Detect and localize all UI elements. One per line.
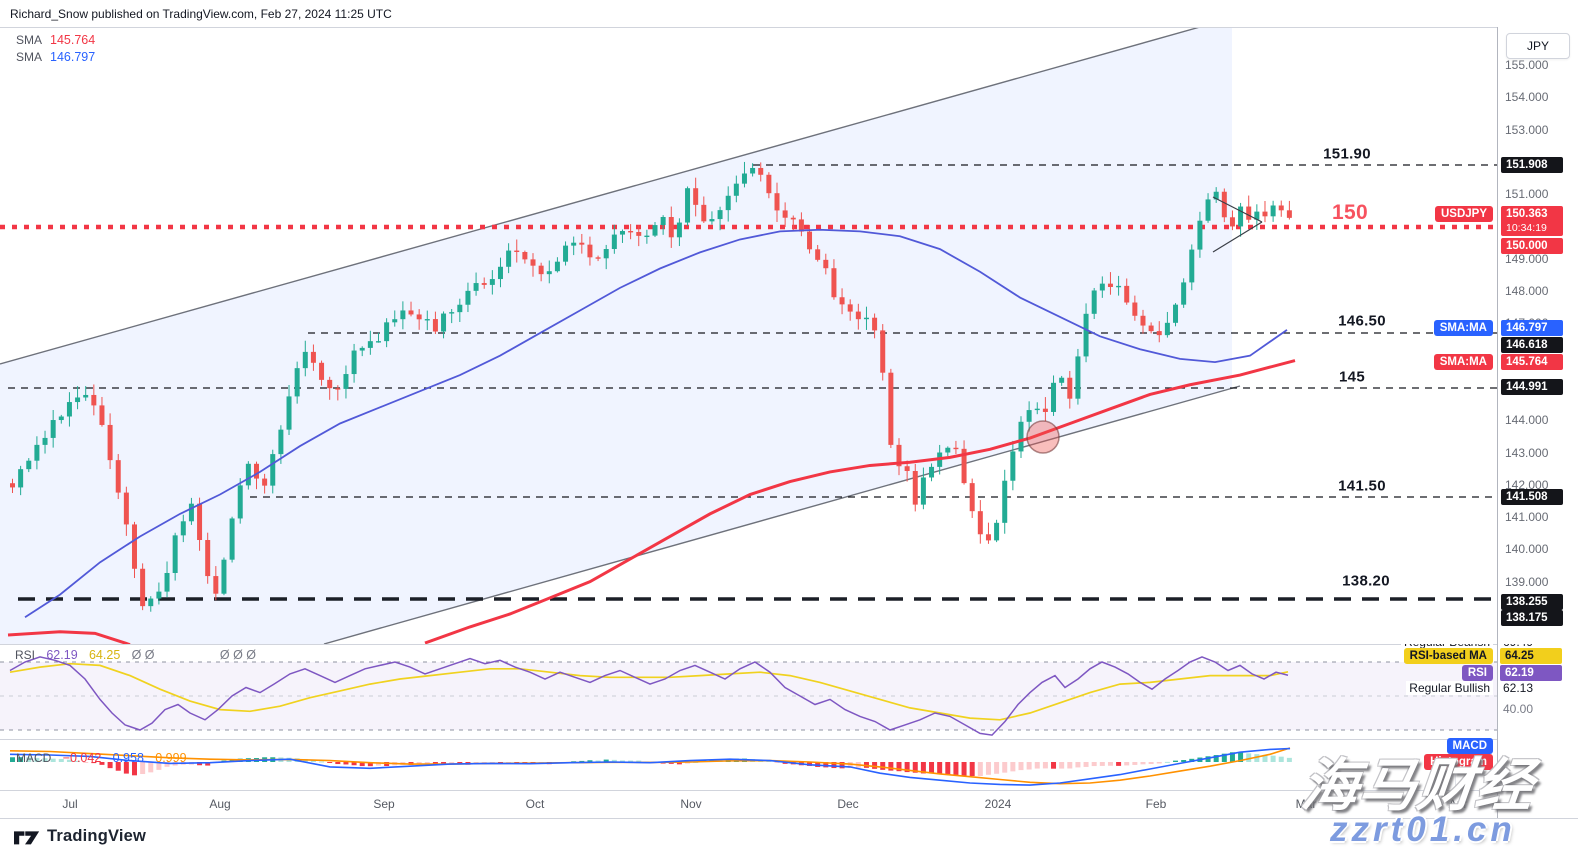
price-label-150.363: 150.363 10:34:19	[1501, 206, 1563, 236]
time-axis-label-Sep: Sep	[373, 797, 395, 811]
sma-slow-value: 146.797	[50, 50, 96, 64]
tradingview-logo-link[interactable]: TradingView	[14, 827, 146, 846]
rsi-line[interactable]	[9, 656, 1289, 736]
pennant-trendline-1[interactable]	[1212, 221, 1263, 253]
rsi-empty-values: Ø Ø	[131, 648, 155, 662]
symbol-tag: USDJPY	[1434, 206, 1493, 222]
macd-legend[interactable]: MACD −0.042 0.958 0.999	[16, 751, 187, 765]
price-label-146.797: 146.797	[1501, 320, 1563, 336]
macd-scale-tag-Histogram: Histogram	[1424, 754, 1493, 770]
rsi-ma-line[interactable]	[9, 662, 1289, 721]
time-axis-label-Apr: Apr	[1448, 797, 1468, 811]
price-scale[interactable]: JPY 155.000 154.000 153.000 151.000 149.000 1…	[1497, 27, 1578, 818]
level-label-141.50[interactable]: 141.50	[1338, 477, 1386, 495]
time-axis-label-Dec: Dec	[837, 797, 859, 811]
main-price-pane[interactable]	[0, 27, 1497, 644]
sma-fast-value: 145.764	[50, 33, 96, 47]
time-axis-label-Aug: Aug	[209, 797, 231, 811]
rsi-legend[interactable]: RSI 62.19 64.25 Ø Ø Ø Ø Ø	[15, 648, 256, 662]
footer-divider	[0, 818, 1578, 819]
time-axis-label-Nov: Nov	[680, 797, 702, 811]
april-gridline	[1455, 739, 1456, 812]
level-label-150[interactable]: 150	[1332, 201, 1368, 224]
price-label-138.255: 138.255	[1501, 594, 1563, 610]
rsi-label: RSI	[15, 648, 36, 662]
level-label-138.20[interactable]: 138.20	[1342, 572, 1390, 590]
candlestick-series	[10, 161, 1292, 612]
sma-ma-tag-1: SMA:MA	[1433, 320, 1493, 336]
tradingview-brand-text: TradingView	[47, 827, 147, 845]
price-label-141.508: 141.508	[1501, 489, 1563, 505]
level-label-145[interactable]: 145	[1339, 368, 1365, 386]
sma-slow-legend[interactable]: SMA 146.797	[16, 50, 95, 64]
header-divider	[0, 27, 1578, 28]
price-tick-154.000: 154.000	[1505, 90, 1549, 105]
price-tick-139.000: 139.000	[1505, 574, 1549, 589]
currency-unit-button[interactable]: JPY	[1506, 33, 1570, 59]
ascending-channel-fill	[0, 27, 1232, 644]
channel-lower-line[interactable]	[323, 385, 1241, 644]
time-axis-label-Feb: Feb	[1145, 797, 1167, 811]
sma-fast-line-0[interactable]	[7, 630, 131, 644]
channel-upper-line[interactable]	[0, 27, 1201, 365]
time-axis-label-Jul: Jul	[62, 797, 78, 811]
macd-line-value: 0.958	[112, 751, 144, 765]
price-tick-153.000: 153.000	[1505, 122, 1549, 137]
sma-label: SMA	[16, 33, 43, 47]
price-tick-142.000: 142.000	[1505, 477, 1549, 492]
rsi-value: 62.19	[46, 648, 78, 662]
footer-bar: TradingView	[0, 818, 1578, 857]
time-axis-label-Mar: Mar	[1295, 797, 1317, 811]
sma-label: SMA	[16, 50, 43, 64]
price-label-138.175: 138.175	[1501, 610, 1563, 626]
pennant-trendline-0[interactable]	[1212, 196, 1263, 223]
time-axis-label-Oct: Oct	[525, 797, 545, 811]
time-axis-divider	[0, 790, 1578, 791]
sma-fast-line-1[interactable]	[424, 359, 1296, 644]
price-label-151.908: 151.908	[1501, 157, 1563, 173]
sma-ma-tag-2: SMA:MA	[1433, 354, 1493, 370]
price-tick-151.000: 151.000	[1505, 187, 1549, 202]
breakout-marker-circle[interactable]	[1026, 420, 1060, 454]
price-tick-140.000: 140.000	[1505, 542, 1549, 557]
macd-label: MACD	[16, 751, 52, 765]
macd-pane-divider	[0, 739, 1578, 740]
price-label-146.618: 146.618	[1501, 337, 1563, 353]
macd-signal-value: 0.999	[155, 751, 187, 765]
sma-fast-legend[interactable]: SMA 145.764	[16, 33, 95, 47]
price-label-144.991: 144.991	[1501, 379, 1563, 395]
time-axis-label-2024: 2024	[984, 797, 1012, 811]
attribution-text: Richard_Snow published on TradingView.co…	[10, 7, 392, 21]
macd-line[interactable]	[9, 747, 1291, 786]
time-axis[interactable]: Jul Aug Sep Oct Nov Dec 2024 Feb Mar Apr	[0, 790, 1578, 818]
level-label-151.90[interactable]: 151.90	[1323, 145, 1371, 163]
rsi-pane[interactable]	[0, 644, 1497, 738]
rsi-empty-values-2: Ø Ø Ø	[219, 648, 256, 662]
level-label-146.50[interactable]: 146.50	[1338, 312, 1386, 330]
tradingview-logo-icon	[14, 830, 40, 844]
price-tick-143.000: 143.000	[1505, 445, 1549, 460]
price-tick-155.000: 155.000	[1505, 58, 1549, 73]
sma-slow-line[interactable]	[24, 228, 1288, 618]
price-label-150.000: 150.000	[1501, 238, 1563, 254]
price-tick-148.000: 148.000	[1505, 284, 1549, 299]
macd-pane[interactable]	[0, 739, 1497, 790]
price-tick-149.000: 149.000	[1505, 251, 1549, 266]
price-tick-141.000: 141.000	[1505, 510, 1549, 525]
countdown-timer: 10:34:19	[1506, 222, 1547, 234]
price-label-145.764: 145.764	[1501, 354, 1563, 370]
rsi-ma-value: 64.25	[88, 648, 121, 662]
macd-histogram	[10, 752, 1292, 777]
price-tick-144.000: 144.000	[1505, 413, 1549, 428]
macd-hist-value: −0.042	[62, 751, 102, 765]
attribution-bar: Richard_Snow published on TradingView.co…	[0, 0, 1578, 27]
rsi-pane-divider	[0, 644, 1578, 645]
macd-scale-tag-MACD: MACD	[1446, 738, 1493, 754]
